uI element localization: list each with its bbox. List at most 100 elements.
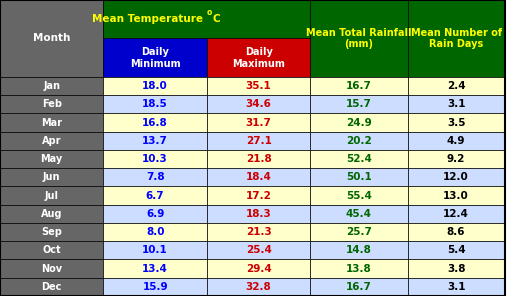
Text: 13.4: 13.4 [142, 264, 168, 274]
Text: 34.6: 34.6 [246, 99, 271, 109]
Text: 45.4: 45.4 [346, 209, 372, 219]
Text: Mean Total Rainfall
(mm): Mean Total Rainfall (mm) [306, 28, 412, 49]
Bar [310, 0, 408, 77]
Text: 52.4: 52.4 [346, 154, 372, 164]
Text: 29.4: 29.4 [246, 264, 271, 274]
Bar [207, 241, 310, 260]
Text: 18.4: 18.4 [246, 172, 271, 182]
Text: 50.1: 50.1 [346, 172, 372, 182]
Bar [310, 278, 408, 296]
Bar [310, 113, 408, 132]
Text: 4.9: 4.9 [447, 136, 465, 146]
Text: 15.9: 15.9 [142, 282, 168, 292]
Text: 12.4: 12.4 [443, 209, 469, 219]
Bar [408, 186, 504, 205]
Bar [207, 150, 310, 168]
Bar [310, 186, 408, 205]
Bar [103, 0, 310, 38]
Bar [103, 241, 207, 260]
Text: 15.7: 15.7 [346, 99, 372, 109]
Text: 7.8: 7.8 [146, 172, 164, 182]
Bar [310, 168, 408, 186]
Text: Oct: Oct [42, 245, 61, 255]
Text: 18.3: 18.3 [246, 209, 271, 219]
Bar [207, 278, 310, 296]
Text: 21.3: 21.3 [246, 227, 271, 237]
Text: 25.7: 25.7 [346, 227, 372, 237]
Text: Jul: Jul [45, 191, 59, 201]
Bar [207, 205, 310, 223]
Text: 18.5: 18.5 [142, 99, 168, 109]
Text: 3.5: 3.5 [447, 118, 465, 128]
Text: 16.7: 16.7 [346, 81, 372, 91]
Bar [0, 223, 103, 241]
Bar [0, 278, 103, 296]
Text: Dec: Dec [41, 282, 62, 292]
Text: Aug: Aug [41, 209, 62, 219]
Bar [408, 0, 504, 77]
Bar [0, 132, 103, 150]
Bar [207, 38, 310, 77]
Text: 20.2: 20.2 [346, 136, 372, 146]
Text: C: C [213, 14, 221, 24]
Text: 10.3: 10.3 [142, 154, 168, 164]
Bar [408, 205, 504, 223]
Text: Jun: Jun [43, 172, 60, 182]
Bar [310, 95, 408, 113]
Bar [0, 168, 103, 186]
Text: 16.8: 16.8 [142, 118, 168, 128]
Text: 3.1: 3.1 [447, 282, 465, 292]
Bar [0, 113, 103, 132]
Text: 32.8: 32.8 [246, 282, 271, 292]
Text: 24.9: 24.9 [346, 118, 372, 128]
Bar [103, 77, 207, 95]
Bar [310, 241, 408, 260]
Text: 6.9: 6.9 [146, 209, 164, 219]
Bar [310, 150, 408, 168]
Bar [207, 186, 310, 205]
Bar [0, 260, 103, 278]
Text: 13.8: 13.8 [346, 264, 372, 274]
Bar [207, 77, 310, 95]
Bar [207, 95, 310, 113]
Bar [103, 260, 207, 278]
Bar [408, 260, 504, 278]
Bar [103, 113, 207, 132]
Text: o: o [207, 8, 212, 17]
Bar [0, 241, 103, 260]
Bar [408, 150, 504, 168]
Text: Daily
Maximum: Daily Maximum [232, 47, 285, 68]
Bar [408, 95, 504, 113]
Bar [103, 223, 207, 241]
Text: 10.1: 10.1 [142, 245, 168, 255]
Text: 3.1: 3.1 [447, 99, 465, 109]
Text: Mar: Mar [41, 118, 62, 128]
Bar [207, 260, 310, 278]
Text: 2.4: 2.4 [447, 81, 465, 91]
Text: 3.8: 3.8 [447, 264, 465, 274]
Text: 8.6: 8.6 [447, 227, 465, 237]
Text: Apr: Apr [42, 136, 61, 146]
Text: 31.7: 31.7 [246, 118, 271, 128]
Text: 27.1: 27.1 [246, 136, 271, 146]
Bar [103, 205, 207, 223]
Text: 25.4: 25.4 [246, 245, 271, 255]
Bar [207, 223, 310, 241]
Text: Mean Temperature: Mean Temperature [92, 14, 207, 24]
Bar [0, 205, 103, 223]
Text: 6.7: 6.7 [146, 191, 164, 201]
Bar [408, 168, 504, 186]
Text: 13.7: 13.7 [142, 136, 168, 146]
Bar [310, 223, 408, 241]
Text: 16.7: 16.7 [346, 282, 372, 292]
Bar [0, 150, 103, 168]
Bar [207, 132, 310, 150]
Bar [310, 132, 408, 150]
Bar [103, 38, 207, 77]
Bar [408, 113, 504, 132]
Text: 8.0: 8.0 [146, 227, 164, 237]
Text: 13.0: 13.0 [443, 191, 469, 201]
Bar [408, 223, 504, 241]
Bar [310, 205, 408, 223]
Bar [0, 77, 103, 95]
